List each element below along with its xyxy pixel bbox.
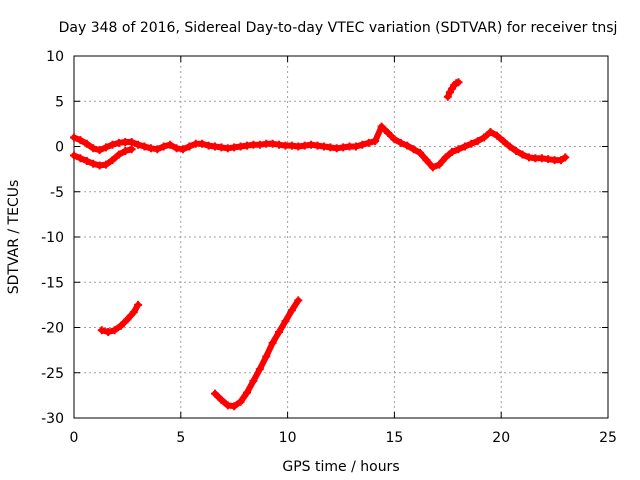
x-tick-label: 20 xyxy=(492,430,510,446)
data-point xyxy=(134,300,143,309)
series-upper-trace xyxy=(70,122,570,172)
x-tick-label: 15 xyxy=(385,430,403,446)
y-tick-label: -15 xyxy=(41,275,64,291)
x-tick-label: 0 xyxy=(70,430,79,446)
series-segment-2h xyxy=(97,300,143,337)
y-tick-label: -30 xyxy=(41,411,64,427)
y-tick-label: 0 xyxy=(55,140,64,156)
y-tick-label: -25 xyxy=(41,366,64,382)
grid-lines xyxy=(74,56,608,418)
y-tick-label: -10 xyxy=(41,230,64,246)
axis-ticks: 0 5 10 15 20 25 10 5 0 -5 -10 -15 -20 -25 -30 xyxy=(41,49,617,446)
y-tick-label: 10 xyxy=(46,49,64,65)
series-lower-trace-start xyxy=(70,145,136,170)
x-tick-label: 25 xyxy=(599,430,617,446)
data-points xyxy=(70,78,570,411)
data-point xyxy=(294,296,303,305)
data-point xyxy=(454,78,463,87)
chart-title: Day 348 of 2016, Sidereal Day-to-day VTE… xyxy=(59,20,618,36)
data-point xyxy=(561,153,570,162)
trace-segment xyxy=(288,297,302,314)
y-tick-label: 5 xyxy=(55,94,64,110)
series-segment-7h xyxy=(210,296,303,411)
y-tick-label: -20 xyxy=(41,321,64,337)
x-tick-label: 5 xyxy=(176,430,185,446)
data-point xyxy=(127,145,136,154)
x-axis-label: GPS time / hours xyxy=(282,459,399,475)
y-axis-label: SDTVAR / TECUs xyxy=(6,180,22,295)
series-segment-18h xyxy=(443,78,463,101)
y-tick-label: -5 xyxy=(50,185,64,201)
x-tick-label: 10 xyxy=(279,430,297,446)
